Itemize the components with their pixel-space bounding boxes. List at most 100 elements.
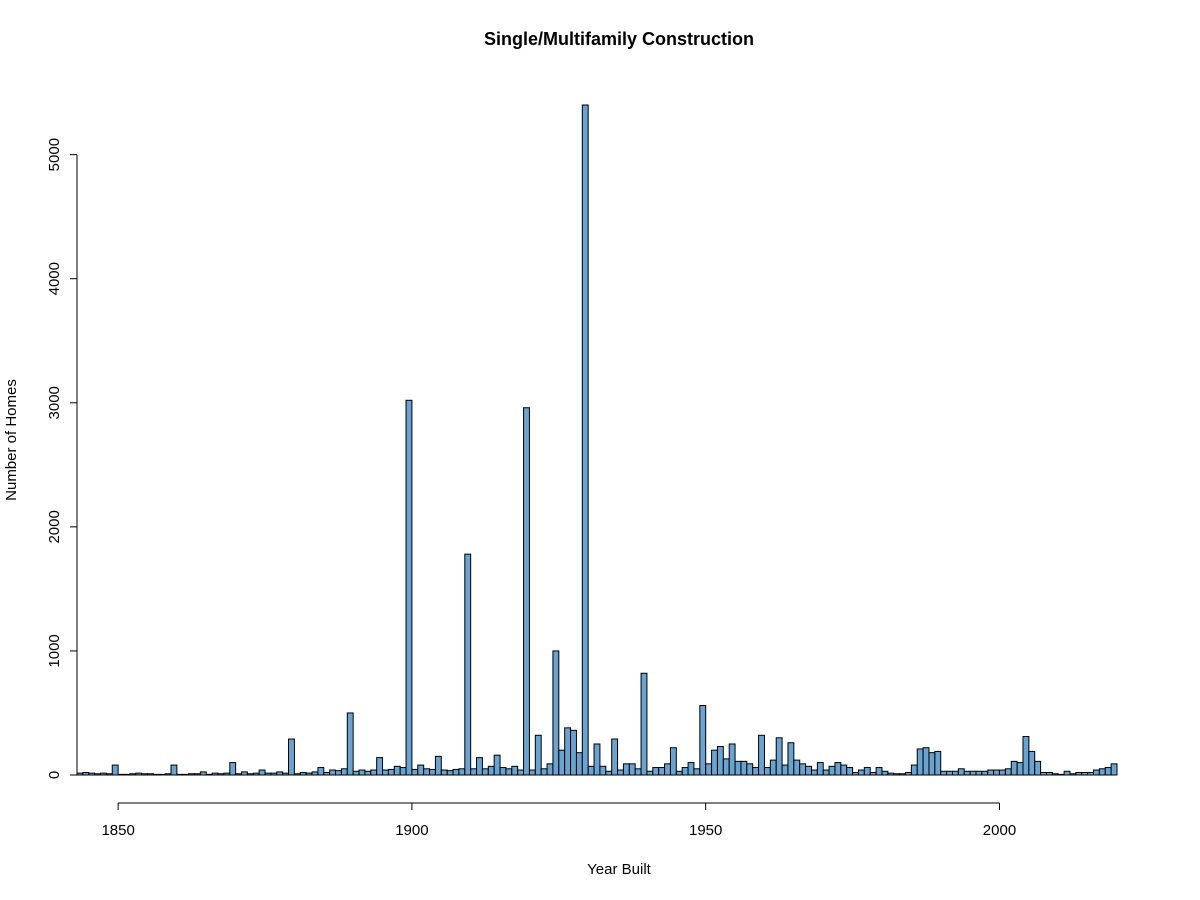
- bar: [1034, 760, 1042, 776]
- y-tick-label: 1000: [46, 634, 63, 667]
- bar: [528, 769, 536, 776]
- bar: [452, 768, 460, 776]
- bar: [640, 672, 648, 776]
- bar: [152, 773, 160, 776]
- y-tick-label: 2000: [46, 510, 63, 543]
- bar: [1028, 750, 1036, 776]
- bar: [993, 769, 1000, 776]
- bar: [711, 749, 718, 776]
- bar: [681, 767, 689, 776]
- bar: [1098, 768, 1106, 776]
- bar: [552, 650, 560, 776]
- bar: [664, 763, 671, 776]
- bar: [716, 745, 724, 776]
- bar: [746, 763, 754, 776]
- bar: [834, 762, 842, 776]
- bar: [669, 747, 677, 776]
- bar: [981, 770, 989, 776]
- bar: [1104, 767, 1112, 776]
- bar: [775, 737, 783, 776]
- bar: [769, 759, 777, 776]
- bar: [605, 770, 613, 776]
- bar: [1092, 769, 1100, 776]
- bar: [570, 729, 577, 776]
- bar: [399, 767, 407, 776]
- bar: [593, 743, 601, 776]
- bar: [728, 743, 736, 776]
- bar: [517, 769, 525, 776]
- bar: [1045, 772, 1053, 776]
- bar: [934, 750, 942, 776]
- bar: [182, 773, 190, 776]
- bar: [476, 757, 483, 776]
- bar: [763, 767, 771, 776]
- bar: [1069, 773, 1077, 776]
- y-tick-label: 0: [46, 771, 63, 779]
- bar: [910, 764, 918, 776]
- bar: [699, 705, 707, 776]
- bar: [205, 773, 213, 776]
- bar: [346, 712, 354, 776]
- bar: [246, 773, 254, 776]
- bar: [881, 770, 889, 776]
- bar: [434, 755, 442, 776]
- bar: [916, 748, 924, 776]
- bar: [987, 769, 995, 776]
- bar: [946, 770, 953, 776]
- bar: [440, 769, 448, 776]
- bar: [1081, 772, 1089, 776]
- bar: [299, 772, 307, 776]
- bar: [787, 742, 795, 776]
- bar: [464, 553, 472, 776]
- bar: [111, 764, 119, 776]
- bar: [211, 772, 219, 776]
- bar: [123, 773, 131, 776]
- bar: [705, 763, 713, 776]
- bar: [223, 772, 231, 776]
- bar: [276, 771, 284, 776]
- bar: [505, 768, 513, 776]
- bar: [405, 399, 413, 776]
- x-tick-label: 1850: [101, 822, 134, 839]
- bar: [340, 768, 348, 776]
- bar: [740, 760, 748, 776]
- bar: [364, 770, 372, 776]
- bar: [417, 764, 425, 776]
- bar: [129, 773, 137, 776]
- bar: [969, 770, 977, 776]
- bar: [194, 773, 201, 776]
- bar: [323, 772, 331, 776]
- bar: [1022, 736, 1030, 776]
- bar: [258, 769, 266, 776]
- bar: [652, 767, 660, 776]
- y-tick-label: 4000: [46, 262, 63, 295]
- bar: [581, 104, 589, 776]
- y-axis-label: Number of Homes: [3, 379, 20, 501]
- x-axis-label: Year Built: [587, 861, 651, 878]
- bar: [293, 773, 301, 776]
- bar: [499, 767, 507, 776]
- bar: [734, 760, 742, 776]
- bar: [282, 772, 290, 776]
- bar: [634, 768, 642, 776]
- y-tick-label: 5000: [46, 138, 63, 171]
- bar: [840, 764, 848, 776]
- bar: [793, 759, 801, 776]
- bar: [805, 765, 812, 776]
- bar: [458, 768, 466, 776]
- bar: [117, 773, 125, 776]
- bar: [957, 768, 965, 776]
- bar: [358, 769, 366, 776]
- bar: [429, 768, 436, 776]
- bar: [446, 770, 454, 776]
- bar: [335, 770, 342, 776]
- bar: [799, 763, 807, 776]
- bar: [558, 749, 566, 776]
- bar: [564, 727, 572, 776]
- bar: [352, 770, 360, 776]
- x-tick-label: 1900: [395, 822, 428, 839]
- bar: [252, 772, 260, 776]
- bar: [487, 765, 495, 776]
- bar: [511, 765, 519, 776]
